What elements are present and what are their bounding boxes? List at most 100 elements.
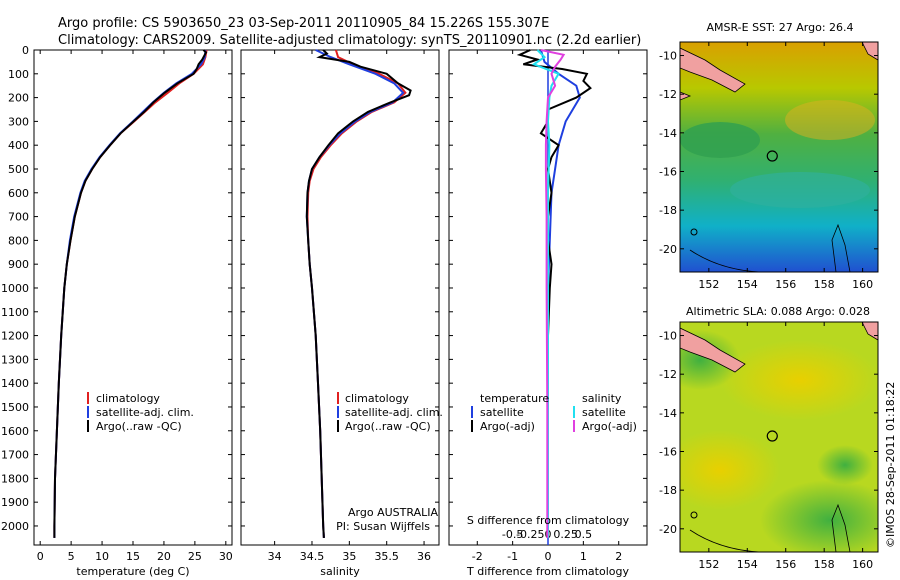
credit: ©IMOS 28-Sep-2011 01:18:22 [884,382,897,548]
salinity-panel [240,49,440,546]
legend-climatology: climatology [345,392,409,405]
map-lat-label: -16 [659,165,677,178]
x-tick-label: 5 [68,550,75,563]
x-tick-label: 35 [342,550,356,563]
temperature-legend: climatology satellite-adj. clim. Argo(..… [87,392,194,433]
map-lat-label: -12 [659,88,677,101]
map-lat-label: -18 [659,204,677,217]
temperature-xlabel: temperature (deg C) [76,565,189,578]
series-line-argo-raw-qc- [53,49,208,538]
depth-tick-label: 300 [8,115,29,128]
depth-tick-label: 900 [8,258,29,271]
sla-map-title: Altimetric SLA: 0.088 Argo: 0.028 [686,305,870,318]
depth-tick-label: 1500 [1,401,29,414]
x-tick-label: 20 [157,550,171,563]
legend-climatology: climatology [96,392,160,405]
map-lat-label: -12 [659,368,677,381]
top-tick-label: 0.25 [553,528,578,541]
legend-argo: Argo(..raw -QC) [345,420,431,433]
map-lat-label: -20 [659,243,677,256]
legend-sal-satellite: satellite [582,406,626,419]
sst-map [680,42,878,272]
salinity-plot: 34 34.5 35 35.5 36 [268,49,431,563]
difference-legend: temperature satellite Argo(-adj) salinit… [471,392,637,433]
annotation-argo-australia: Argo AUSTRALIA [348,506,438,519]
sla-contour [831,503,851,552]
depth-tick-label: 1600 [1,425,29,438]
depth-tick-label: 500 [8,163,29,176]
legend-sal-argo: Argo(-adj) [582,420,637,433]
difference-top-label: S difference from climatology [467,514,630,527]
series-line-salinity-argo-adj- [540,49,566,538]
depth-tick-label: 2000 [1,520,29,533]
sla-island [690,511,698,519]
x-tick-label: 10 [95,550,109,563]
depth-tick-label: 700 [8,211,29,224]
sst-patch [730,172,870,208]
top-tick-label: -0.5 [502,528,523,541]
sla-land [680,327,746,373]
depth-tick-label: 400 [8,139,29,152]
sst-map-frame [679,41,879,273]
map-lat-label: -14 [659,407,677,420]
temperature-plot: 0 5 10 15 20 25 30 [37,49,233,563]
x-tick-label: 0 [37,550,44,563]
legend-argo: Argo(..raw -QC) [96,420,182,433]
sst-patch [785,100,875,140]
series-line-salinity-satellite [531,49,561,538]
legend-salinity-heading: salinity [582,392,622,405]
depth-tick-label: 1900 [1,496,29,509]
sla-map-axes: -10 -12 -14 -16 -18 -20 152 154 156 158 160 [659,322,878,571]
map-lat-label: -20 [659,523,677,536]
difference-xlabel: T difference from climatology [466,565,629,578]
sla-patch [720,340,878,420]
map-lon-label: 160 [852,558,873,571]
header-line-2: Climatology: CARS2009. Satellite-adjuste… [58,33,641,48]
depth-tick-label: 1800 [1,472,29,485]
legend-satellite: satellite-adj. clim. [96,406,194,419]
x-tick-label: 25 [188,550,202,563]
sla-patch [817,445,873,485]
map-lon-label: 158 [814,278,835,291]
map-lon-label: 160 [852,278,873,291]
map-lon-label: 152 [698,278,719,291]
map-lat-label: -10 [659,50,677,63]
top-tick-label: 0.5 [575,528,593,541]
depth-tick-label: 1400 [1,377,29,390]
series-line-satellite-adj-clim- [53,49,207,538]
legend-temp-argo: Argo(-adj) [480,420,535,433]
top-tick-label: -0.25 [516,528,544,541]
sst-contour [689,249,761,272]
salinity-xlabel: salinity [320,565,360,578]
map-lat-label: -10 [659,330,677,343]
sla-contour [689,529,761,552]
sla-patch [680,430,780,510]
depth-tick-label: 0 [22,44,29,57]
map-lat-label: -18 [659,484,677,497]
sst-map-title: AMSR-E SST: 27 Argo: 26.4 [706,21,853,34]
map-lon-label: 156 [775,558,796,571]
x-tick-label: 34.5 [300,550,325,563]
legend-satellite: satellite-adj. clim. [345,406,443,419]
map-lon-label: 158 [814,558,835,571]
x-tick-label: 36 [417,550,431,563]
sst-map-axes: -10 -12 -14 -16 -18 -20 152 154 156 158 160 [659,42,878,291]
depth-tick-label: 800 [8,234,29,247]
legend-temperature-heading: temperature [480,392,549,405]
argo-location-marker [766,430,778,442]
depth-tick-label: 1700 [1,449,29,462]
x-tick-label: 35.5 [374,550,399,563]
salinity-legend: climatology satellite-adj. clim. Argo(..… [336,392,443,533]
sla-patch [760,480,878,552]
sst-land [680,47,746,93]
x-tick-label: -2 [472,550,483,563]
depth-axis: 0 100 200 300 400 500 600 700 800 900 1000 1100 1200… [1,44,647,533]
map-lon-label: 154 [737,278,758,291]
legend-temp-satellite: satellite [480,406,524,419]
series-line-temperature-argo-adj- [516,49,592,538]
depth-tick-label: 600 [8,187,29,200]
x-tick-label: 0 [545,550,552,563]
x-tick-label: -1 [507,550,518,563]
